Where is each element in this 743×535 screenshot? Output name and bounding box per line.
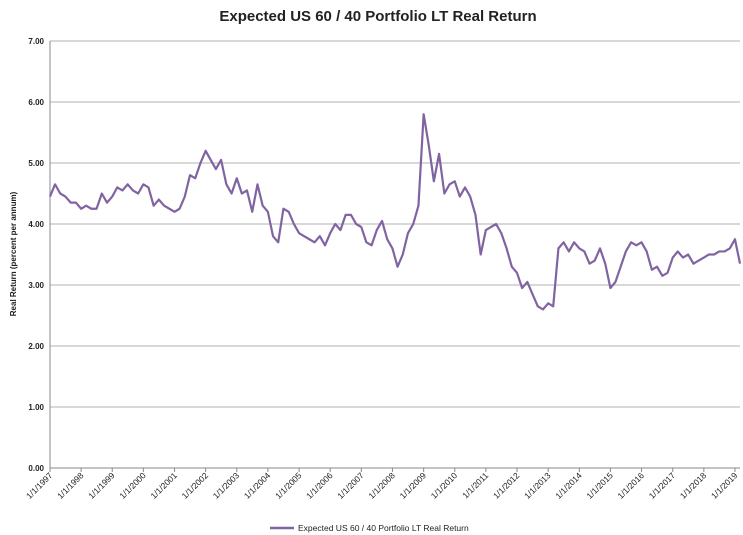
x-tick-label: 1/1/2005 <box>273 470 304 501</box>
y-tick-label: 2.00 <box>28 342 44 351</box>
x-tick-label: 1/1/2008 <box>366 470 397 501</box>
x-tick-label: 1/1/2014 <box>553 470 584 501</box>
x-tick-label: 1/1/2017 <box>647 470 678 501</box>
x-tick-label: 1/1/2003 <box>211 470 242 501</box>
legend-label: Expected US 60 / 40 Portfolio LT Real Re… <box>298 523 469 533</box>
x-tick-label: 1/1/2009 <box>398 470 429 501</box>
y-tick-label: 0.00 <box>28 464 44 473</box>
x-tick-label: 1/1/2016 <box>615 470 646 501</box>
x-tick-label: 1/1/2013 <box>522 470 553 501</box>
x-tick-label: 1/1/1999 <box>86 470 117 501</box>
x-tick-label: 1/1/2019 <box>709 470 740 501</box>
data-line <box>48 113 742 311</box>
y-tick-label: 7.00 <box>28 37 44 46</box>
y-tick-label: 3.00 <box>28 281 44 290</box>
x-tick-label: 1/1/2006 <box>304 470 335 501</box>
y-tick-label: 1.00 <box>28 403 44 412</box>
x-tick-label: 1/1/2010 <box>429 470 460 501</box>
x-tick-label: 1/1/1997 <box>24 470 55 501</box>
y-tick-label: 6.00 <box>28 98 44 107</box>
y-tick-label: 4.00 <box>28 220 44 229</box>
x-tick-label: 1/1/2007 <box>335 470 366 501</box>
y-axis-label: Real Return (percent per annum) <box>9 191 18 316</box>
x-tick-label: 1/1/1998 <box>55 470 86 501</box>
x-tick-label: 1/1/2000 <box>117 470 148 501</box>
y-tick-label: 5.00 <box>28 159 44 168</box>
x-tick-label: 1/1/2004 <box>242 470 273 501</box>
x-tick-label: 1/1/2011 <box>460 470 490 500</box>
chart-title: Expected US 60 / 40 Portfolio LT Real Re… <box>219 8 536 25</box>
x-tick-label: 1/1/2001 <box>148 470 179 501</box>
x-tick-label: 1/1/2012 <box>491 470 522 501</box>
x-tick-label: 1/1/2002 <box>180 470 211 501</box>
x-tick-label: 1/1/2018 <box>678 470 709 501</box>
x-tick-label: 1/1/2015 <box>584 470 615 501</box>
